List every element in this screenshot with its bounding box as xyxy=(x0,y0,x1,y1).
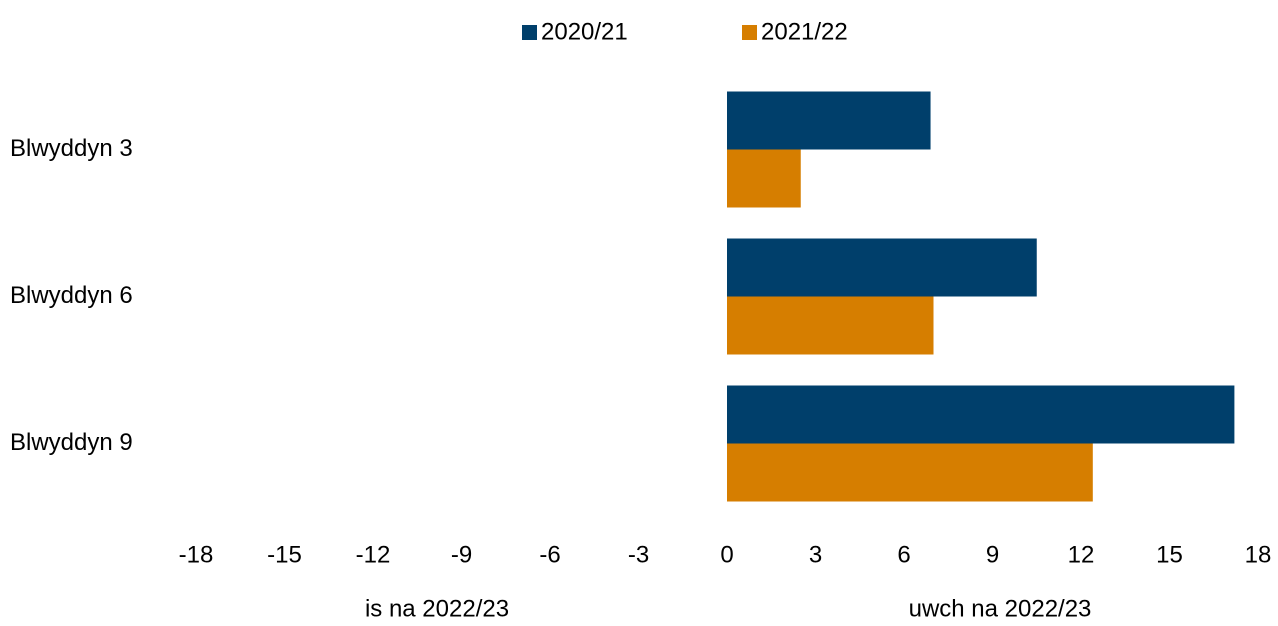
axis-annotation: is na 2022/23 xyxy=(365,595,509,622)
x-tick-label: 6 xyxy=(897,541,910,568)
bar xyxy=(727,443,1093,502)
x-tick-label: -6 xyxy=(539,541,560,568)
x-tick-label: -3 xyxy=(628,541,649,568)
legend-swatch xyxy=(522,25,537,40)
x-tick-label: -18 xyxy=(179,541,214,568)
legend-label: 2021/22 xyxy=(761,18,848,45)
bar xyxy=(727,385,1235,444)
y-tick-label: Blwyddyn 3 xyxy=(10,135,133,162)
axis-annotation: uwch na 2022/23 xyxy=(909,595,1092,622)
bar xyxy=(727,91,931,150)
x-tick-label: 18 xyxy=(1245,541,1272,568)
x-tick-label: -12 xyxy=(356,541,391,568)
legend-label: 2020/21 xyxy=(541,18,628,45)
y-tick-label: Blwyddyn 6 xyxy=(10,282,133,309)
x-tick-label: 0 xyxy=(720,541,733,568)
bar xyxy=(727,238,1037,297)
x-tick-label: -9 xyxy=(451,541,472,568)
legend-swatch xyxy=(742,25,757,40)
x-tick-label: 12 xyxy=(1068,541,1095,568)
bar xyxy=(727,149,801,208)
y-tick-label: Blwyddyn 9 xyxy=(10,429,133,456)
x-tick-label: 9 xyxy=(986,541,999,568)
x-tick-label: -15 xyxy=(267,541,302,568)
bar xyxy=(727,296,934,355)
x-tick-label: 3 xyxy=(809,541,822,568)
x-tick-label: 15 xyxy=(1156,541,1183,568)
